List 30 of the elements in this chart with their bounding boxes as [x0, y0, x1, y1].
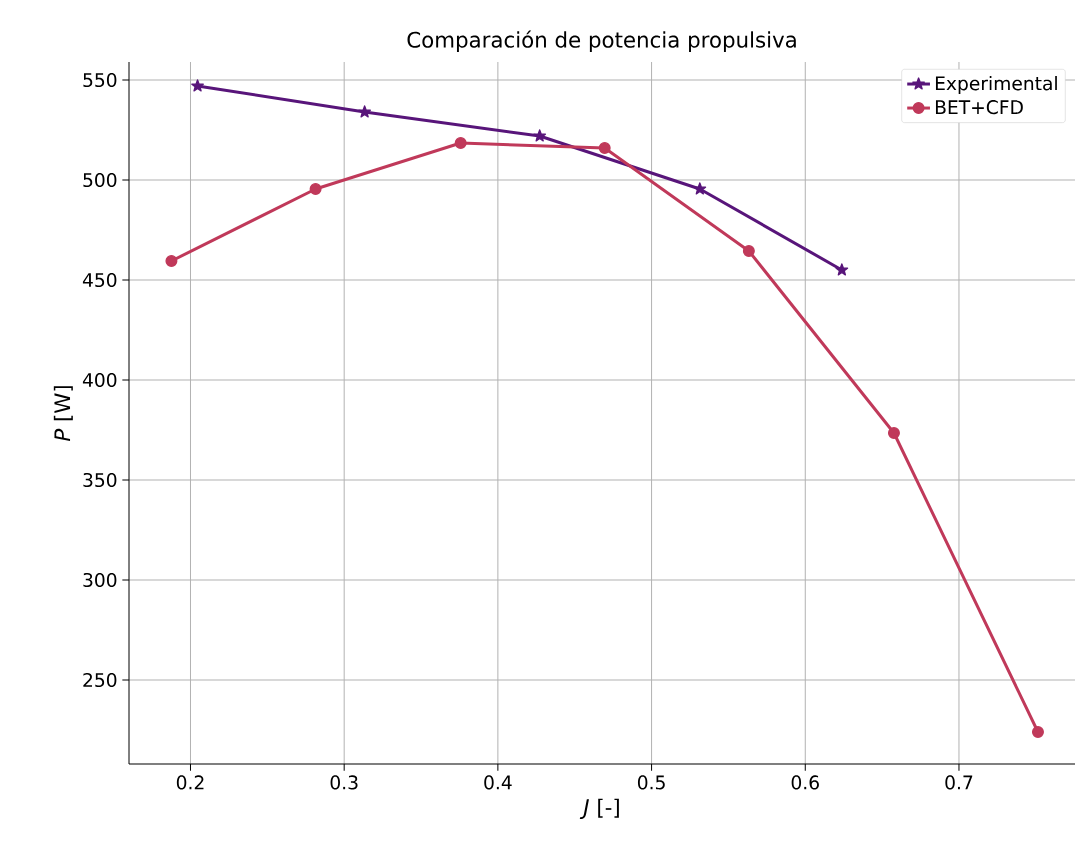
x-tick-label: 0.3 [330, 775, 358, 790]
point [191, 79, 204, 92]
x-tick-label: 0.7 [945, 775, 973, 790]
x-tick-label: 0.4 [484, 775, 512, 790]
chart-title: Comparación de potencia propulsiva [407, 30, 796, 52]
x-tick-label: 0.2 [176, 775, 204, 790]
y-tick-label: 550 [83, 72, 117, 88]
y-axis-title: P [W] [53, 386, 73, 442]
x-tick-label: 0.6 [791, 775, 819, 790]
x-tick-label: 0.5 [637, 775, 665, 790]
point [1031, 725, 1044, 738]
point [598, 141, 611, 154]
point [887, 426, 900, 439]
point [358, 105, 371, 118]
point [742, 244, 755, 257]
point [835, 263, 849, 276]
y-tick-label: 250 [83, 672, 117, 688]
point [533, 129, 547, 142]
legend-label: Experimental [935, 75, 1057, 95]
y-tick-label: 350 [83, 472, 117, 488]
y-tick-label: 500 [83, 172, 117, 188]
point [165, 254, 178, 267]
point [693, 182, 707, 195]
y-tick-label: 450 [82, 272, 117, 288]
y-tick-label: 300 [83, 572, 117, 588]
point [309, 182, 322, 195]
legend-label: BET+CFD [935, 100, 1023, 115]
x-axis-title: J [-] [579, 798, 619, 820]
y-tick-label: 400 [82, 372, 117, 388]
point [454, 136, 467, 149]
